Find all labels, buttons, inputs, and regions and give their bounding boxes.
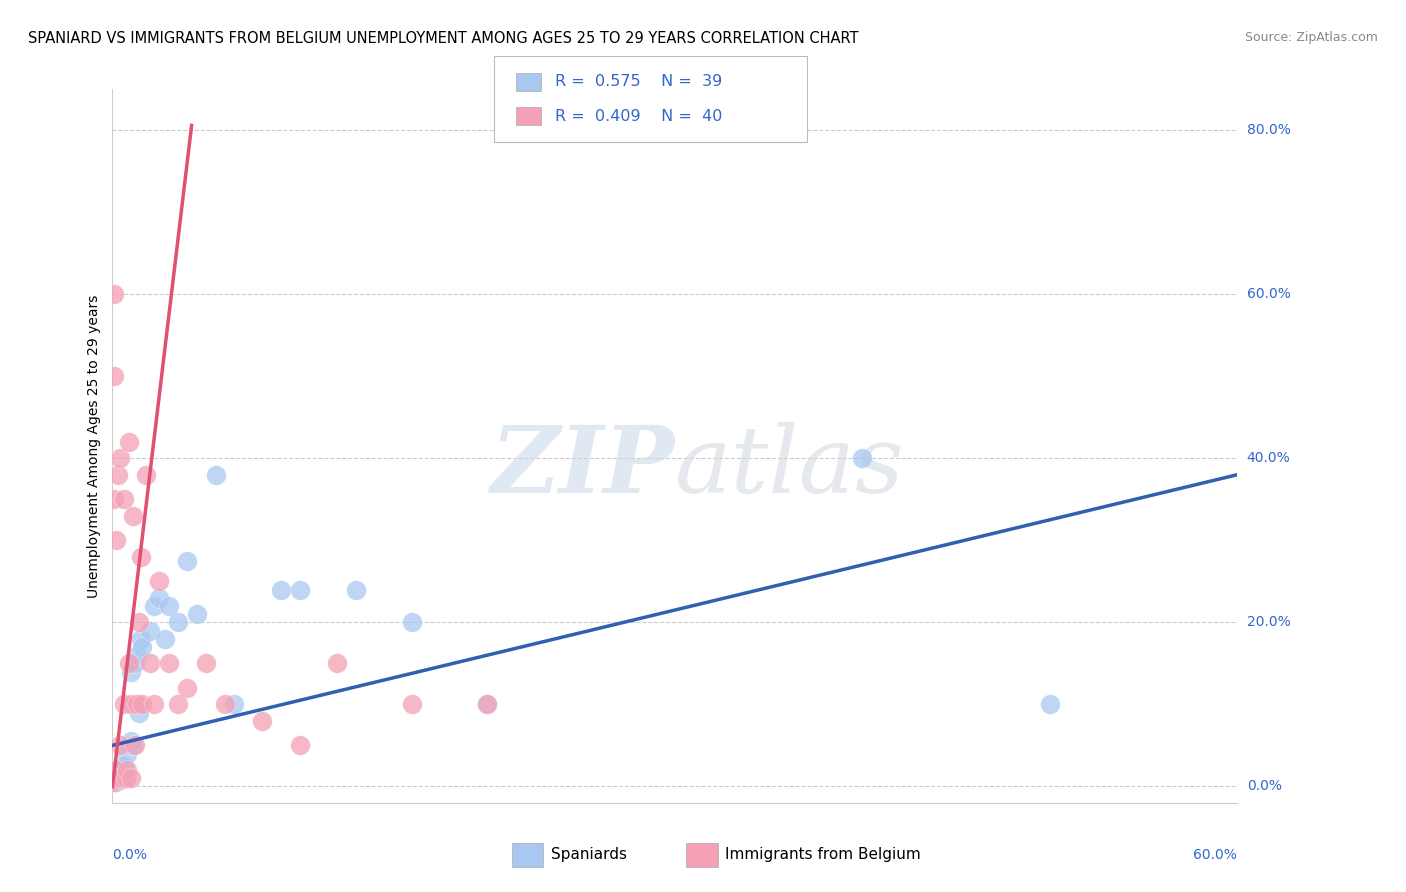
- Point: [139, 657, 162, 671]
- Point: [124, 739, 146, 753]
- Point: [167, 615, 190, 630]
- Point: [117, 763, 139, 777]
- Point: [108, 739, 131, 753]
- Point: [1039, 698, 1062, 712]
- Text: R =  0.409    N =  40: R = 0.409 N = 40: [555, 109, 723, 124]
- Text: Immigrants from Belgium: Immigrants from Belgium: [725, 847, 921, 862]
- Point: [326, 657, 349, 671]
- Point: [270, 582, 292, 597]
- Point: [153, 632, 176, 646]
- Point: [122, 508, 145, 523]
- Point: [176, 554, 198, 568]
- Text: 60.0%: 60.0%: [1247, 287, 1291, 301]
- Point: [195, 657, 218, 671]
- Point: [288, 582, 311, 597]
- Point: [103, 775, 125, 789]
- Point: [105, 763, 128, 777]
- Text: Source: ZipAtlas.com: Source: ZipAtlas.com: [1244, 31, 1378, 45]
- Point: [103, 287, 125, 301]
- Point: [103, 369, 125, 384]
- Point: [111, 771, 134, 785]
- Point: [111, 763, 134, 777]
- Text: ZIP: ZIP: [491, 423, 675, 512]
- Point: [120, 734, 142, 748]
- Point: [103, 772, 125, 787]
- Point: [107, 771, 129, 785]
- Point: [103, 767, 125, 781]
- Point: [167, 698, 190, 712]
- Point: [105, 533, 128, 548]
- Point: [139, 624, 162, 638]
- Text: 0.0%: 0.0%: [1247, 780, 1282, 793]
- Point: [103, 772, 125, 787]
- FancyBboxPatch shape: [686, 843, 717, 867]
- FancyBboxPatch shape: [512, 843, 543, 867]
- Point: [176, 681, 198, 695]
- Text: 80.0%: 80.0%: [1247, 123, 1291, 137]
- Point: [108, 772, 131, 787]
- Point: [344, 582, 367, 597]
- Point: [135, 467, 157, 482]
- Point: [131, 640, 153, 654]
- Text: R =  0.575    N =  39: R = 0.575 N = 39: [555, 74, 723, 89]
- Point: [401, 698, 423, 712]
- Y-axis label: Unemployment Among Ages 25 to 29 years: Unemployment Among Ages 25 to 29 years: [87, 294, 101, 598]
- Point: [125, 648, 148, 662]
- Point: [108, 451, 131, 466]
- Text: 20.0%: 20.0%: [1247, 615, 1291, 630]
- Point: [252, 714, 274, 728]
- Point: [120, 771, 142, 785]
- Point: [124, 657, 146, 671]
- Point: [103, 771, 125, 785]
- Text: 0.0%: 0.0%: [112, 848, 148, 862]
- Point: [125, 698, 148, 712]
- Point: [114, 771, 136, 785]
- Point: [122, 739, 145, 753]
- Point: [142, 698, 165, 712]
- Point: [112, 759, 135, 773]
- Point: [128, 706, 150, 720]
- Point: [129, 632, 152, 646]
- Point: [148, 574, 170, 589]
- Point: [112, 492, 135, 507]
- Point: [120, 698, 142, 712]
- Point: [157, 657, 180, 671]
- Point: [118, 657, 141, 671]
- Point: [107, 771, 129, 785]
- Text: atlas: atlas: [675, 423, 904, 512]
- Point: [118, 739, 141, 753]
- Text: 40.0%: 40.0%: [1247, 451, 1291, 466]
- Point: [288, 739, 311, 753]
- Point: [477, 698, 499, 712]
- Point: [131, 698, 153, 712]
- Point: [148, 591, 170, 605]
- Point: [129, 549, 152, 564]
- Point: [186, 607, 208, 622]
- Point: [224, 698, 246, 712]
- Point: [204, 467, 226, 482]
- Point: [118, 434, 141, 449]
- Point: [477, 698, 499, 712]
- Point: [103, 775, 125, 789]
- Point: [103, 492, 125, 507]
- Point: [105, 775, 128, 789]
- Point: [107, 763, 129, 777]
- Point: [851, 451, 873, 466]
- Point: [214, 698, 236, 712]
- Point: [117, 747, 139, 761]
- Text: Spaniards: Spaniards: [551, 847, 627, 862]
- Text: SPANIARD VS IMMIGRANTS FROM BELGIUM UNEMPLOYMENT AMONG AGES 25 TO 29 YEARS CORRE: SPANIARD VS IMMIGRANTS FROM BELGIUM UNEM…: [28, 31, 859, 46]
- Point: [120, 665, 142, 679]
- Point: [401, 615, 423, 630]
- Point: [112, 698, 135, 712]
- Point: [142, 599, 165, 613]
- Point: [114, 771, 136, 785]
- Point: [108, 767, 131, 781]
- Point: [128, 615, 150, 630]
- Text: 60.0%: 60.0%: [1194, 848, 1237, 862]
- Point: [107, 467, 129, 482]
- Point: [157, 599, 180, 613]
